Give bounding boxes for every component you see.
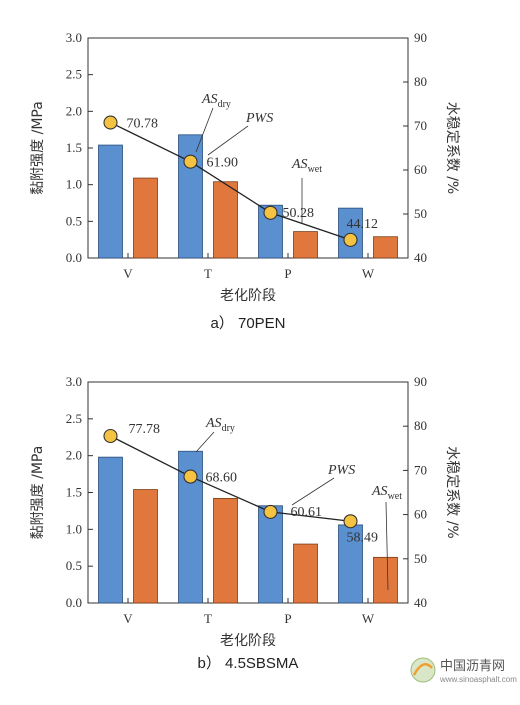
y-tick-label: 2.0: [66, 448, 82, 463]
y-tick-label: 0.0: [66, 250, 82, 265]
y2-axis-title: 水稳定系数 /%: [444, 102, 460, 194]
bar-wet: [293, 231, 318, 259]
pws-value-label: 44.12: [347, 217, 379, 232]
pws-leader: [207, 125, 249, 156]
pws-line: [110, 121, 351, 241]
y-tick-label: 2.5: [66, 411, 82, 426]
pws-value-label: 68.60: [206, 471, 238, 486]
as-wet-label: ASwet: [291, 157, 322, 175]
y2-tick-label: 70: [414, 462, 427, 477]
y-tick-label: 1.0: [66, 521, 82, 536]
bar-wet: [373, 236, 398, 259]
bar-dry: [98, 456, 123, 604]
watermark-logo-icon: [410, 657, 436, 683]
pws-marker: [343, 514, 358, 529]
y2-axis-title: 水稳定系数 /%: [444, 446, 460, 538]
y-tick-label: 0.0: [66, 595, 82, 610]
x-tick-label: P: [284, 611, 291, 626]
y2-tick-label: 40: [414, 595, 427, 610]
chart-caption: b） 4.5SBSMA: [198, 655, 299, 672]
y2-tick-label: 90: [414, 30, 427, 45]
watermark-url: www.sinoasphalt.com: [439, 675, 517, 684]
chart-caption: a） 70PEN: [210, 315, 285, 332]
pws-marker: [183, 469, 198, 484]
x-axis-title: 老化阶段: [220, 288, 276, 304]
as-wet-label: ASwet: [371, 484, 402, 502]
y-tick-label: 1.5: [66, 140, 82, 155]
y-tick-label: 3.0: [66, 374, 82, 389]
bar-wet: [133, 489, 158, 604]
y-tick-label: 2.0: [66, 103, 82, 118]
y2-tick-label: 50: [414, 551, 427, 566]
pws-value-label: 61.90: [207, 156, 239, 171]
as-dry-leader: [195, 107, 214, 153]
y2-tick-label: 90: [414, 374, 427, 389]
x-tick-label: W: [362, 266, 375, 281]
pws-value-label: 70.78: [127, 117, 159, 132]
pws-value-label: 58.49: [347, 530, 379, 545]
pws-label: PWS: [327, 463, 355, 478]
y2-tick-label: 50: [414, 206, 427, 221]
x-tick-label: T: [204, 611, 212, 626]
pws-leader: [291, 477, 335, 506]
watermark-title: 中国沥青网: [440, 659, 505, 674]
y2-tick-label: 60: [414, 507, 427, 522]
pws-marker: [263, 504, 278, 519]
y2-tick-label: 80: [414, 418, 427, 433]
y-tick-label: 1.0: [66, 177, 82, 192]
y2-tick-label: 60: [414, 162, 427, 177]
x-axis-title: 老化阶段: [220, 633, 276, 649]
bar-dry: [98, 144, 123, 259]
x-tick-label: T: [204, 266, 212, 281]
pws-line: [110, 435, 351, 522]
watermark-logo-swoosh: [412, 663, 433, 676]
pws-marker: [263, 205, 278, 220]
as-dry-label: ASdry: [201, 92, 231, 110]
bar-wet: [293, 543, 318, 604]
bar-wet: [373, 556, 398, 604]
as-wet-leader: [385, 501, 389, 591]
pws-value-label: 77.78: [129, 422, 161, 437]
as-dry-leader: [195, 431, 215, 453]
x-tick-label: V: [123, 266, 133, 281]
y2-tick-label: 70: [414, 118, 427, 133]
y-tick-label: 1.5: [66, 485, 82, 500]
y-tick-label: 0.5: [66, 213, 82, 228]
y-axis-title: 黏附强度 /MPa: [30, 446, 46, 540]
y-tick-label: 3.0: [66, 30, 82, 45]
y2-tick-label: 40: [414, 250, 427, 265]
pws-marker: [103, 428, 118, 444]
as-dry-label: ASdry: [205, 416, 235, 434]
x-tick-label: V: [123, 611, 133, 626]
pws-marker: [103, 115, 118, 130]
bar-wet: [213, 181, 238, 259]
pws-label: PWS: [245, 111, 273, 126]
y2-tick-label: 80: [414, 74, 427, 89]
bar-wet: [213, 497, 238, 604]
bar-dry: [338, 524, 363, 604]
pws-marker: [343, 232, 358, 247]
bar-dry: [258, 505, 283, 604]
bar-wet: [133, 177, 158, 259]
pws-value-label: 50.28: [283, 206, 315, 221]
pws-value-label: 60.61: [291, 505, 323, 520]
bar-dry: [178, 134, 203, 259]
y-axis-title: 黏附强度 /MPa: [30, 101, 46, 195]
pws-marker: [183, 154, 198, 169]
y-tick-label: 0.5: [66, 558, 82, 573]
y-tick-label: 2.5: [66, 67, 82, 82]
x-tick-label: W: [362, 611, 375, 626]
x-tick-label: P: [284, 266, 291, 281]
